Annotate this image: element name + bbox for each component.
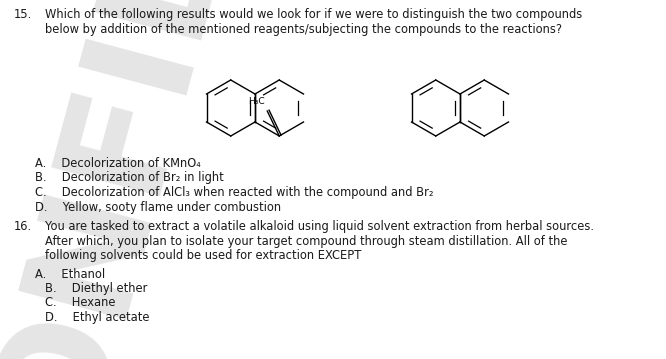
Text: C.  Hexane: C. Hexane: [45, 297, 115, 309]
Text: CONFID: CONFID: [0, 0, 257, 359]
Text: After which, you plan to isolate your target compound through steam distillation: After which, you plan to isolate your ta…: [45, 234, 567, 247]
Text: B.  Diethyl ether: B. Diethyl ether: [45, 282, 147, 295]
Text: following solvents could be used for extraction EXCEPT: following solvents could be used for ext…: [45, 249, 362, 262]
Text: H₃C: H₃C: [248, 97, 265, 106]
Text: 16.: 16.: [14, 220, 32, 233]
Text: A.  Decolorization of KMnO₄: A. Decolorization of KMnO₄: [35, 157, 200, 170]
Text: C.  Decolorization of AlCl₃ when reacted with the compound and Br₂: C. Decolorization of AlCl₃ when reacted …: [35, 186, 434, 199]
Text: D.  Ethyl acetate: D. Ethyl acetate: [45, 311, 149, 324]
Text: B.  Decolorization of Br₂ in light: B. Decolorization of Br₂ in light: [35, 172, 224, 185]
Text: Which of the following results would we look for if we were to distinguish the t: Which of the following results would we …: [45, 8, 582, 21]
Text: A.  Ethanol: A. Ethanol: [35, 267, 105, 280]
Text: below by addition of the mentioned reagents/subjecting the compounds to the reac: below by addition of the mentioned reage…: [45, 23, 562, 36]
Text: You are tasked to extract a volatile alkaloid using liquid solvent extraction fr: You are tasked to extract a volatile alk…: [45, 220, 594, 233]
Text: D.  Yellow, sooty flame under combustion: D. Yellow, sooty flame under combustion: [35, 200, 281, 214]
Text: 15.: 15.: [14, 8, 32, 21]
